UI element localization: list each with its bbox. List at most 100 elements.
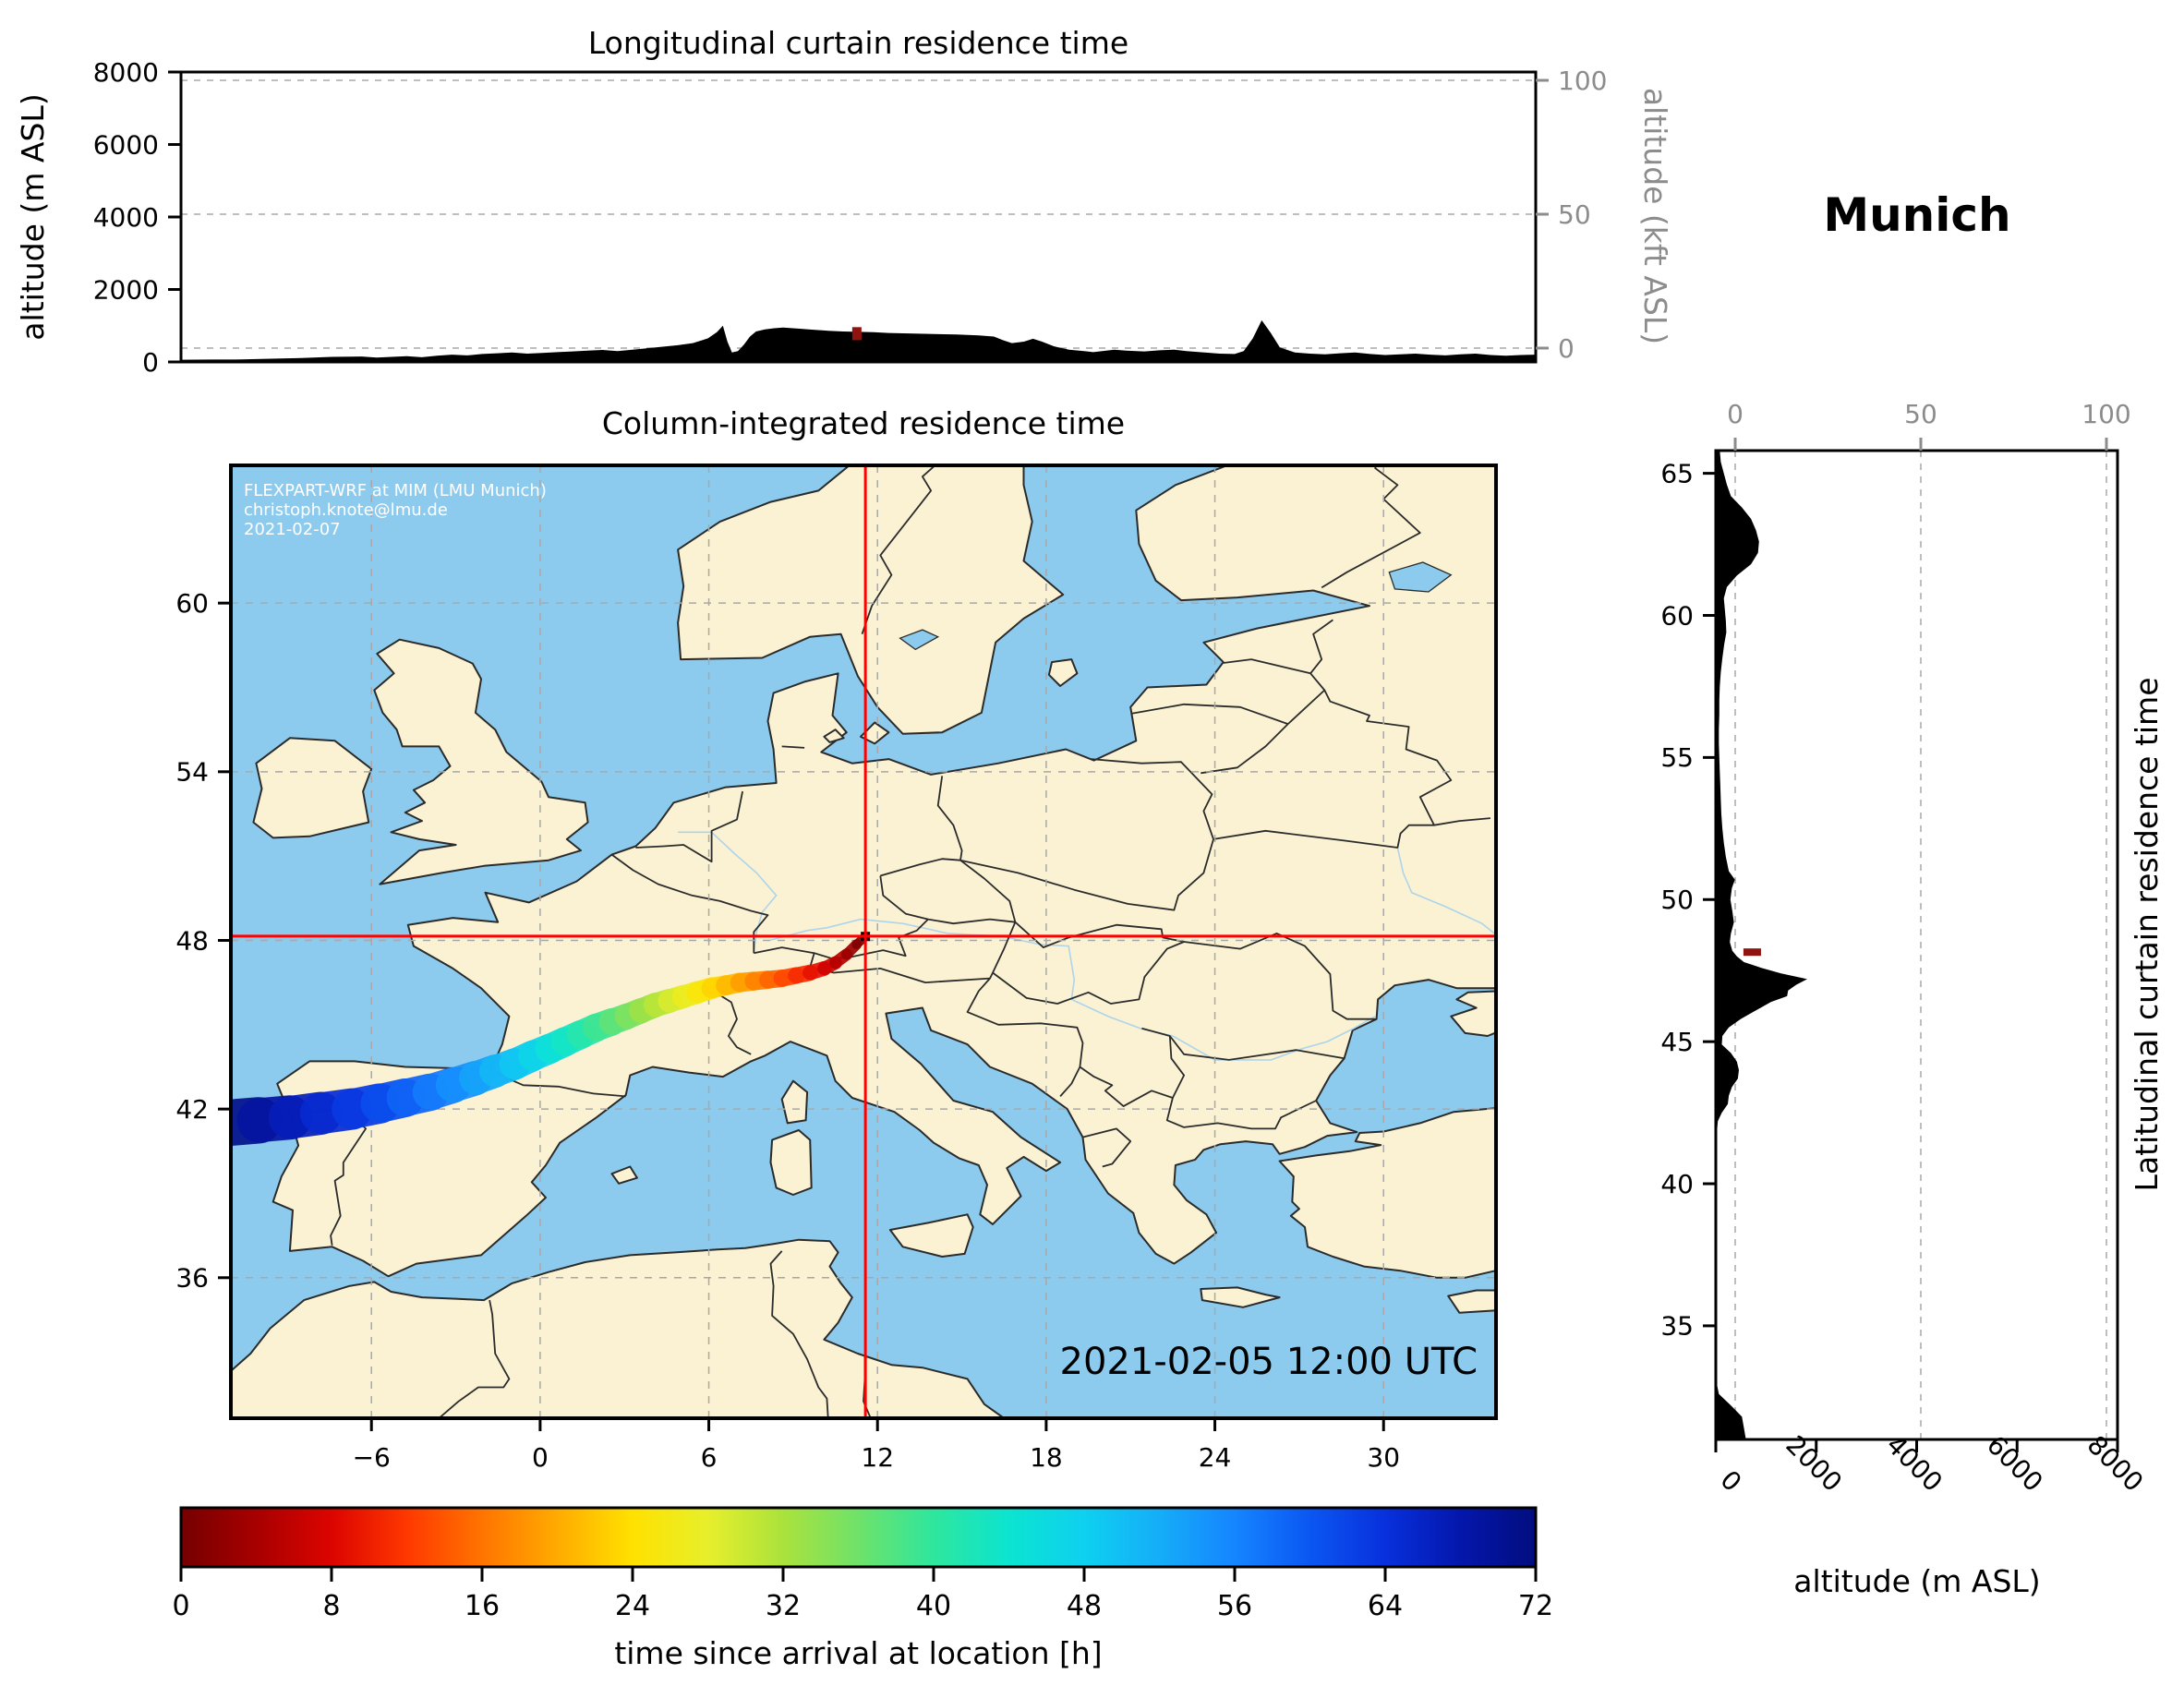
map-y-tick-label: 60 xyxy=(175,588,209,619)
colorbar-border xyxy=(179,1506,1538,1569)
watermark-line-2: christoph.knote@lmu.de xyxy=(244,500,448,520)
colorbar-tick-label: 32 xyxy=(766,1590,801,1622)
land-polygon xyxy=(769,1129,813,1196)
top-panel-left-axis-label: altitude (m ASL) xyxy=(15,93,52,341)
country-border xyxy=(992,921,1185,1005)
land-polygon xyxy=(823,729,845,743)
top-panel-right-axis-label: altitude (kft ASL) xyxy=(1636,87,1673,345)
lake xyxy=(899,629,940,651)
map-y-tick-label: 36 xyxy=(175,1263,209,1294)
country-border xyxy=(1183,933,1377,1020)
trajectory-plume xyxy=(231,932,871,1147)
map-x-tick-label: 12 xyxy=(861,1442,894,1473)
colorbar-tick-label: 56 xyxy=(1217,1590,1252,1622)
river xyxy=(1396,847,1496,936)
colorbar-tick-label: 72 xyxy=(1518,1590,1553,1622)
country-border xyxy=(708,987,752,1055)
y-tick-label-m: 8000 xyxy=(93,57,159,88)
release-altitude-marker xyxy=(1743,948,1761,957)
right-panel-y-tick-label: 55 xyxy=(1660,742,1694,773)
land-polygon xyxy=(888,1213,974,1258)
colorbar-label: time since arrival at location [h] xyxy=(614,1635,1103,1671)
country-border xyxy=(1321,465,1421,589)
colorbar-tick-label: 24 xyxy=(615,1590,650,1622)
country-border xyxy=(959,758,1214,911)
land-polygon xyxy=(1200,1286,1281,1308)
country-border xyxy=(861,465,936,634)
land-polygon xyxy=(1278,1107,1496,1279)
top-tick-label-kft: 50 xyxy=(1904,399,1937,429)
country-border xyxy=(1309,619,1333,674)
land-polygon xyxy=(1450,990,1496,1037)
terrain-profile-longitudinal xyxy=(181,319,1536,362)
top-tick-label-kft: 100 xyxy=(2081,399,2130,429)
right-panel-y-tick-label: 35 xyxy=(1660,1311,1694,1342)
map-x-tick-label: 18 xyxy=(1030,1442,1063,1473)
land-polygon xyxy=(271,465,1496,1278)
right-panel-y-tick-label: 45 xyxy=(1660,1027,1694,1057)
country-border xyxy=(1082,1127,1132,1168)
watermark-line-1: FLEXPART-WRF at MIM (LMU Munich) xyxy=(244,481,547,500)
land-polygon xyxy=(610,1165,638,1185)
map-x-tick-label: −6 xyxy=(353,1442,391,1473)
y-tick-label-m: 0 xyxy=(142,347,159,378)
colorbar-tick-label: 48 xyxy=(1067,1590,1102,1622)
right-panel-x-axis-label: altitude (m ASL) xyxy=(1793,1563,2041,1599)
map-y-tick-label: 48 xyxy=(175,925,209,956)
map-datetime-label: 2021-02-05 12:00 UTC xyxy=(1059,1341,1478,1383)
land-polygon xyxy=(780,1079,809,1125)
land-polygon xyxy=(860,721,890,745)
map-watermark: FLEXPART-WRF at MIM (LMU Munich) christo… xyxy=(244,481,547,539)
colorbar-tick-label: 64 xyxy=(1368,1590,1403,1622)
y-tick-label-kft: 0 xyxy=(1558,333,1575,364)
colorbar-tick-label: 8 xyxy=(322,1590,340,1622)
map-y-tick-label: 54 xyxy=(175,757,209,788)
country-border xyxy=(1323,690,1453,826)
y-tick-label-m: 4000 xyxy=(93,202,159,233)
map-x-tick-label: 24 xyxy=(1199,1442,1232,1473)
top-tick-label-kft: 0 xyxy=(1727,399,1744,429)
land-polygon xyxy=(677,465,1065,735)
right-panel-y-tick-label: 50 xyxy=(1660,885,1694,915)
land-polygon xyxy=(1447,1289,1496,1314)
country-border xyxy=(1201,723,1289,775)
colorbar-gradient xyxy=(181,1508,1536,1567)
right-panel-right-axis-label: Latitudinal curtain residence time xyxy=(2129,677,2166,1192)
station-title: Munich xyxy=(1823,188,2011,242)
right-panel-y-tick-label: 40 xyxy=(1660,1169,1694,1199)
land-polygon xyxy=(1047,658,1079,687)
right-panel-y-tick-label: 65 xyxy=(1660,458,1694,488)
longitudinal-curtain-title: Longitudinal curtain residence time xyxy=(587,25,1129,61)
country-border xyxy=(610,853,769,954)
country-border xyxy=(781,745,805,749)
country-border xyxy=(635,790,743,863)
colorbar-tick-label: 40 xyxy=(916,1590,951,1622)
land-polygon xyxy=(373,638,589,885)
land-polygon xyxy=(252,737,373,839)
map-border xyxy=(229,464,1498,1420)
country-border xyxy=(1223,658,1311,675)
terrain-profile-latitudinal xyxy=(1716,451,1807,1439)
country-border xyxy=(1079,1066,1174,1107)
y-tick-label-kft: 100 xyxy=(1558,66,1607,96)
map-y-tick-label: 42 xyxy=(175,1094,209,1125)
country-border xyxy=(438,1299,511,1418)
longitudinal-curtain-panel: 0 2000 4000 6000 8000 0 50 100 xyxy=(93,57,1608,378)
map-panel: −6 0 6 12 18 24 30 36 42 48 54 60 xyxy=(175,464,1498,1473)
country-border xyxy=(1165,1035,1317,1130)
colorbar-tick-label: 0 xyxy=(172,1590,189,1622)
map-x-tick-label: 0 xyxy=(532,1442,549,1473)
y-tick-label-m: 2000 xyxy=(93,274,159,305)
country-border xyxy=(936,776,963,861)
map-x-tick-label: 30 xyxy=(1367,1442,1400,1473)
y-tick-label-m: 6000 xyxy=(93,129,159,160)
lake xyxy=(1388,561,1453,593)
right-panel-x-tick-label: 0 xyxy=(1714,1464,1747,1498)
right-panel-y-tick-label: 60 xyxy=(1660,600,1694,631)
colorbar-tick-label: 16 xyxy=(465,1590,500,1622)
country-border xyxy=(1141,1027,1345,1061)
y-tick-label-kft: 50 xyxy=(1558,199,1591,230)
map-x-tick-label: 6 xyxy=(701,1442,718,1473)
country-border xyxy=(1213,817,1490,849)
